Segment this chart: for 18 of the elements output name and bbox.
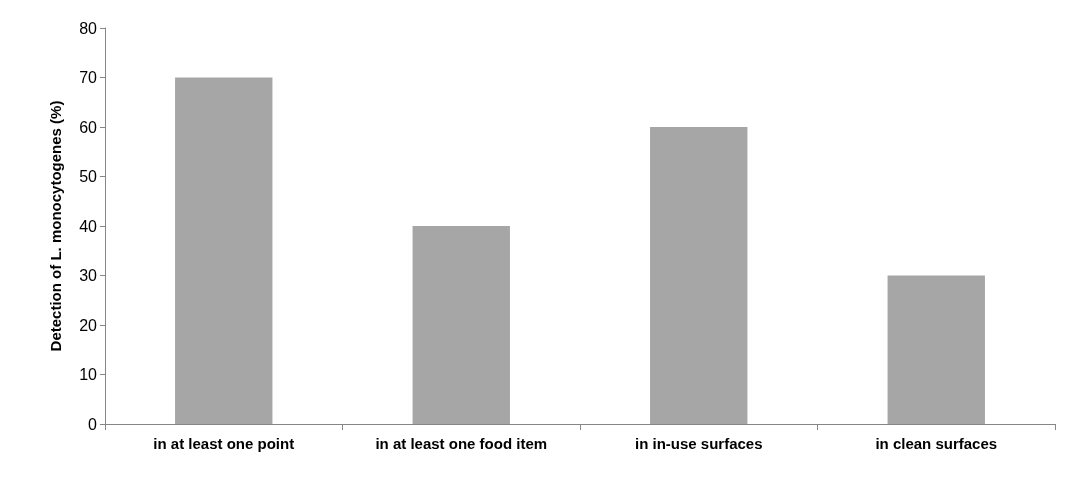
y-tick-label: 70 — [79, 69, 98, 86]
bar — [887, 275, 985, 424]
x-tick-label: in at least one food item — [375, 434, 548, 452]
y-tick-label: 80 — [79, 19, 98, 37]
y-tick-label: 60 — [79, 118, 98, 136]
bar — [175, 77, 273, 424]
x-tick-label: in at least one point — [153, 434, 295, 452]
y-tick-label: 0 — [88, 415, 98, 433]
x-tick-label: in in-use surfaces — [634, 434, 763, 452]
y-tick-label: 10 — [79, 366, 98, 383]
x-tick-label: in clean surfaces — [875, 434, 998, 452]
y-tick-label: 20 — [79, 316, 98, 334]
bar — [650, 127, 748, 424]
y-tick-label: 30 — [79, 267, 98, 284]
y-axis-title: Detection of L. monocytogenes (%) — [47, 100, 64, 352]
y-tick-label: 50 — [79, 168, 98, 185]
bar — [412, 226, 510, 424]
y-tick-label: 40 — [79, 217, 98, 235]
